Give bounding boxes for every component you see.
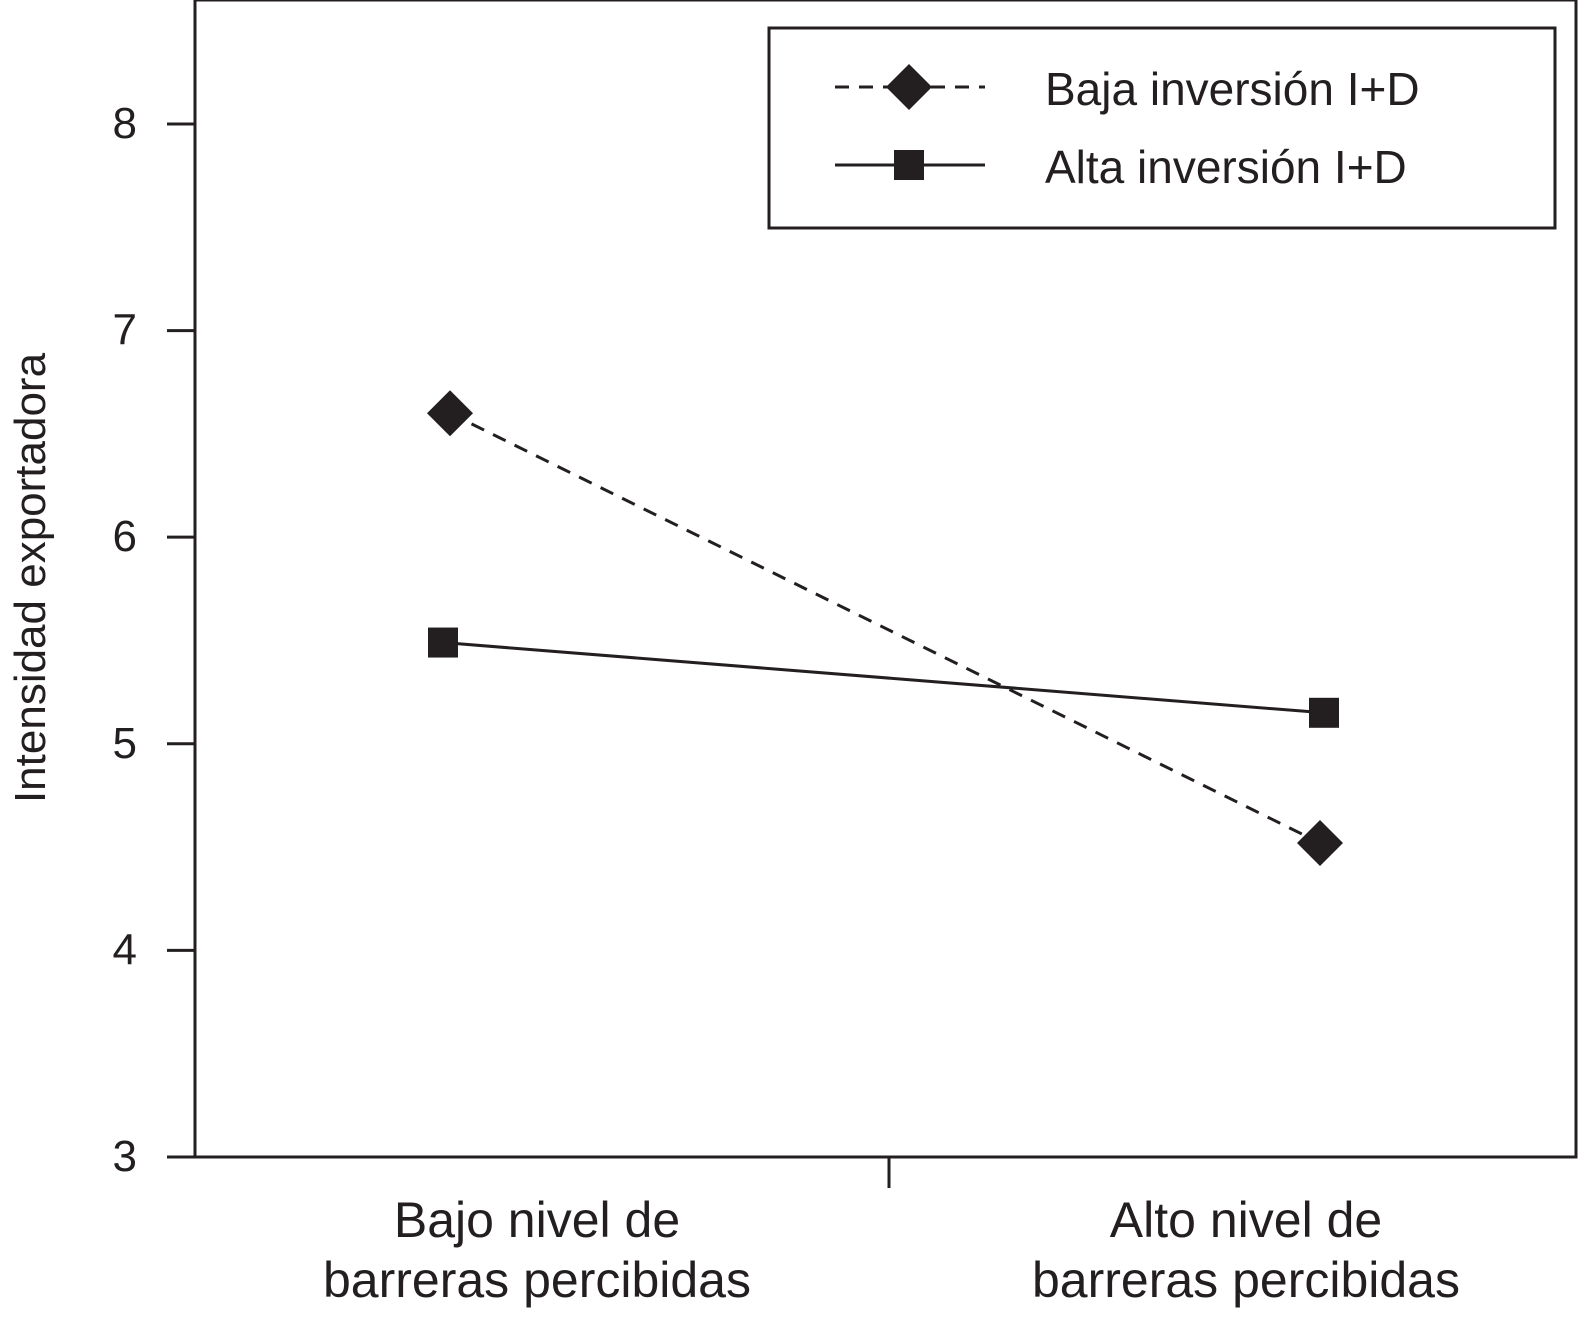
y-tick-label: 5 (113, 719, 137, 768)
series-line (442, 641, 1325, 715)
y-tick-label: 6 (113, 512, 137, 561)
y-tick-label: 4 (113, 925, 137, 974)
data-point-diamond (427, 390, 473, 437)
legend-marker-diamond (886, 64, 932, 110)
y-tick-label: 3 (113, 1132, 137, 1181)
series-line (449, 411, 1321, 845)
plot-frame (193, 0, 1578, 1159)
y-tick-label: 7 (113, 306, 137, 355)
legend-label: Alta inversión I+D (1045, 141, 1407, 193)
x-category-label: Alto nivel de (1110, 1192, 1382, 1248)
series-layer (427, 390, 1343, 866)
data-point-square (428, 627, 458, 658)
x-category-label: barreras percibidas (323, 1252, 751, 1308)
legend: Baja inversión I+D Alta inversión I+D (767, 26, 1557, 230)
y-axis-label: Intensidad exportadora (6, 352, 55, 803)
legend-box (767, 26, 1557, 230)
data-point-square (1309, 697, 1339, 728)
legend-label: Baja inversión I+D (1045, 63, 1420, 115)
y-axis: 3 4 5 6 7 8 (113, 99, 195, 1181)
series-alta (428, 627, 1339, 728)
x-category-label: Bajo nivel de (394, 1192, 680, 1248)
legend-marker-square (894, 150, 924, 180)
data-point-diamond (1297, 819, 1343, 866)
x-category-label: barreras percibidas (1032, 1252, 1460, 1308)
series-baja (427, 390, 1343, 866)
y-tick-label: 8 (113, 99, 137, 148)
